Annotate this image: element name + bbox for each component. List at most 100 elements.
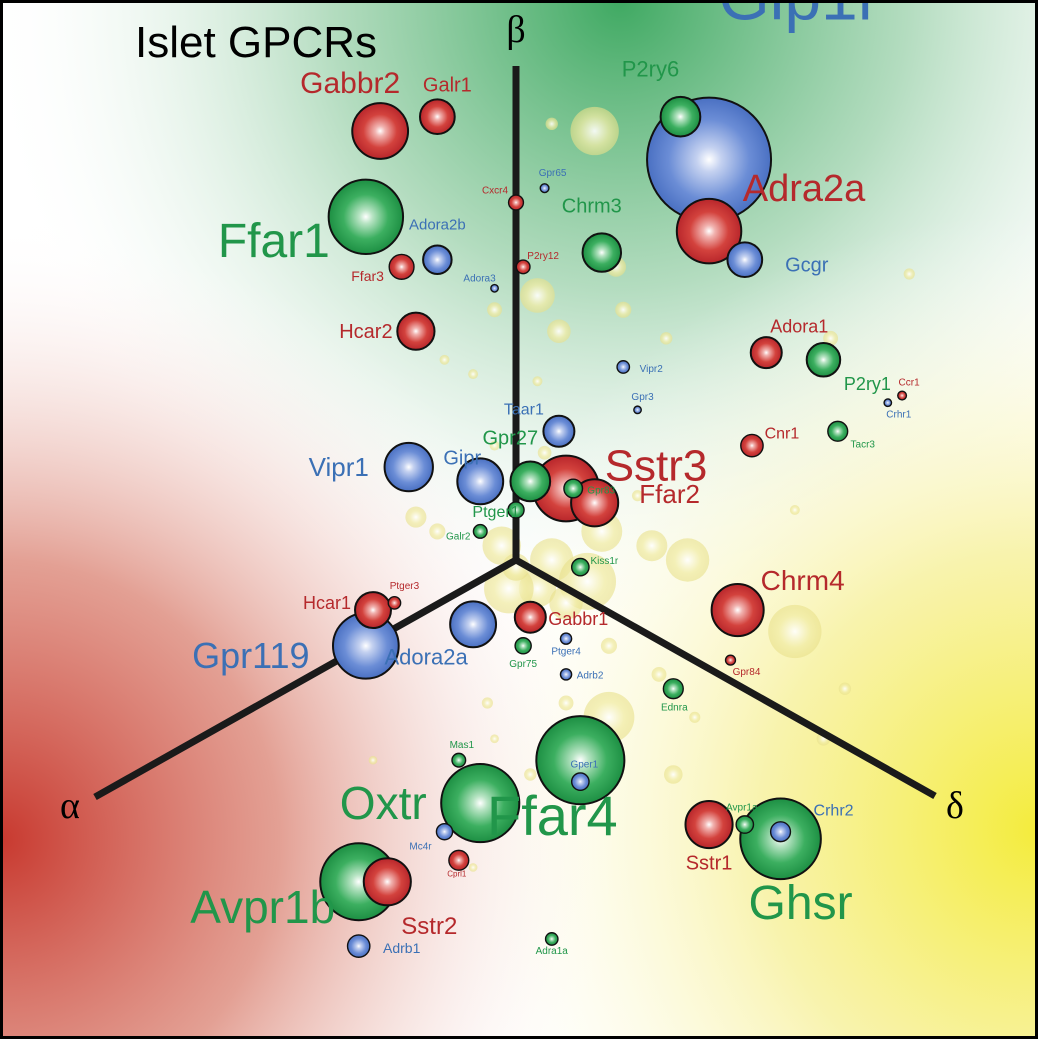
label-ffar4: Ffar4 (487, 784, 618, 847)
label-adora2b: Adora2b (409, 217, 466, 234)
label-avpr1a: Avpr1a (726, 803, 758, 814)
label-adora3: Adora3 (463, 273, 496, 284)
bubble-gpr83 (563, 478, 584, 499)
unlabeled-receptor-bubble (405, 506, 427, 528)
label-adora1: Adora1 (770, 317, 828, 337)
alpha-axis-line (93, 556, 518, 801)
unlabeled-receptor-bubble (545, 117, 558, 131)
label-crhr1: Crhr1 (886, 410, 911, 421)
unlabeled-receptor-bubble (487, 302, 502, 318)
unlabeled-receptor-bubble (789, 504, 800, 515)
bubble-mc4r (435, 822, 454, 841)
bubble-avpr1a (735, 815, 755, 834)
unlabeled-receptor-bubble (768, 604, 822, 659)
label-galr1: Galr1 (423, 75, 472, 97)
label-gpr84: Gpr84 (733, 667, 761, 678)
label-gpr3: Gpr3 (631, 392, 654, 403)
unlabeled-receptor-bubble (481, 697, 493, 709)
label-vipr2: Vipr2 (640, 364, 664, 375)
label-adrb2: Adrb2 (577, 670, 604, 681)
label-ednra: Ednra (661, 703, 688, 714)
bubble-tacr3 (827, 420, 849, 442)
bubble-vipr2 (616, 360, 631, 374)
bubble-ednra (662, 678, 684, 700)
bubble-chrm4 (710, 583, 765, 638)
bubble-gpr27 (509, 460, 552, 503)
label-galr2: Galr2 (446, 531, 471, 542)
label-chrm4: Chrm4 (761, 565, 845, 596)
bubble-cxcr4 (507, 194, 525, 211)
bubble-adora2a (449, 600, 498, 649)
label-p2ry1: P2ry1 (844, 374, 891, 394)
label-vipr1: Vipr1 (309, 452, 369, 482)
bubble-p2ry6 (659, 95, 702, 138)
label-gabbr2: Gabbr2 (300, 67, 400, 100)
bubble-adrb2 (559, 668, 573, 681)
label-gper1: Gper1 (570, 760, 598, 771)
label-ptger1: Ptger1 (472, 504, 519, 521)
bubble-oxtr (440, 763, 521, 844)
unlabeled-receptor-bubble (524, 768, 537, 781)
label-adrb1: Adrb1 (383, 940, 421, 956)
bubble-mas1 (451, 752, 467, 768)
unlabeled-receptor-bubble (429, 523, 446, 540)
label-sstr2: Sstr2 (401, 913, 457, 940)
bubble-gcgr (726, 241, 764, 279)
bubble-gpr65 (539, 183, 550, 194)
unlabeled-receptor-bubble (838, 682, 852, 695)
bubble-adora2b (422, 244, 453, 275)
unlabeled-receptor-bubble (903, 268, 915, 280)
label-kiss1r: Kiss1r (590, 556, 618, 567)
bubble-ffar3 (388, 253, 415, 280)
bubble-p2ry12 (515, 259, 531, 275)
label-p2ry6: P2ry6 (622, 57, 679, 82)
label-hcar1: Hcar1 (303, 593, 351, 613)
unlabeled-receptor-bubble (651, 666, 667, 682)
receptor-labels: Glp1r Adra2a Gcgr P2ry6 Chrm3 Gabbr2 Galr1 Ffar… (190, 0, 920, 957)
unlabeled-receptor-bubble (659, 332, 673, 345)
unlabeled-receptor-bubble (631, 490, 644, 502)
bubble-chrm3 (581, 232, 623, 273)
bubble-p2ry1 (805, 342, 842, 378)
bubble-gabbr2 (351, 102, 410, 160)
delta-axis-line (514, 556, 937, 800)
bubble-adra1a (544, 932, 559, 946)
label-cxcr4: Cxcr4 (482, 186, 509, 197)
receptor-bubbles (319, 95, 908, 958)
bubble-cnr1 (740, 433, 764, 458)
unlabeled-receptor-bubble (689, 711, 701, 723)
label-gabbr1: Gabbr1 (548, 609, 608, 629)
label-crhr2: Crhr2 (814, 803, 854, 820)
bubble-galr2 (472, 523, 488, 539)
label-p2ry12: P2ry12 (527, 251, 559, 262)
label-hcar2: Hcar2 (339, 321, 392, 343)
unlabeled-receptor-bubble (532, 376, 543, 387)
bubble-galr1 (418, 98, 456, 136)
unlabeled-receptor-bubble (570, 106, 619, 156)
label-gipr: Gipr (443, 447, 481, 469)
label-mas1: Mas1 (450, 740, 475, 751)
unlabeled-receptor-bubble (490, 734, 499, 744)
unlabeled-receptor-bubble (468, 369, 479, 380)
label-ghsr: Ghsr (749, 877, 853, 930)
bubble-hcar2 (396, 311, 436, 351)
bubble-gpr75 (514, 637, 532, 655)
bubble-adora1 (749, 336, 783, 370)
label-ffar2: Ffar2 (639, 479, 700, 509)
bubble-kiss1r (570, 557, 590, 577)
bubble-cprl1 (448, 849, 470, 871)
unlabeled-receptor-bubble (600, 637, 618, 654)
label-gpr83: Gpr83 (587, 486, 615, 497)
label-gpr75: Gpr75 (509, 659, 537, 670)
bubble-vipr1 (383, 441, 434, 493)
label-glp1r: Glp1r (718, 0, 879, 34)
unlabeled-receptor-bubble (537, 445, 552, 460)
label-adora2a: Adora2a (385, 644, 469, 669)
bubble-ffar4 (535, 715, 626, 806)
bubble-crhr2 (769, 821, 792, 843)
label-tacr3: Tacr3 (851, 439, 876, 450)
bubble-sstr2 (362, 857, 412, 907)
label-ffar1: Ffar1 (218, 215, 330, 268)
label-adra1a: Adra1a (536, 946, 569, 957)
